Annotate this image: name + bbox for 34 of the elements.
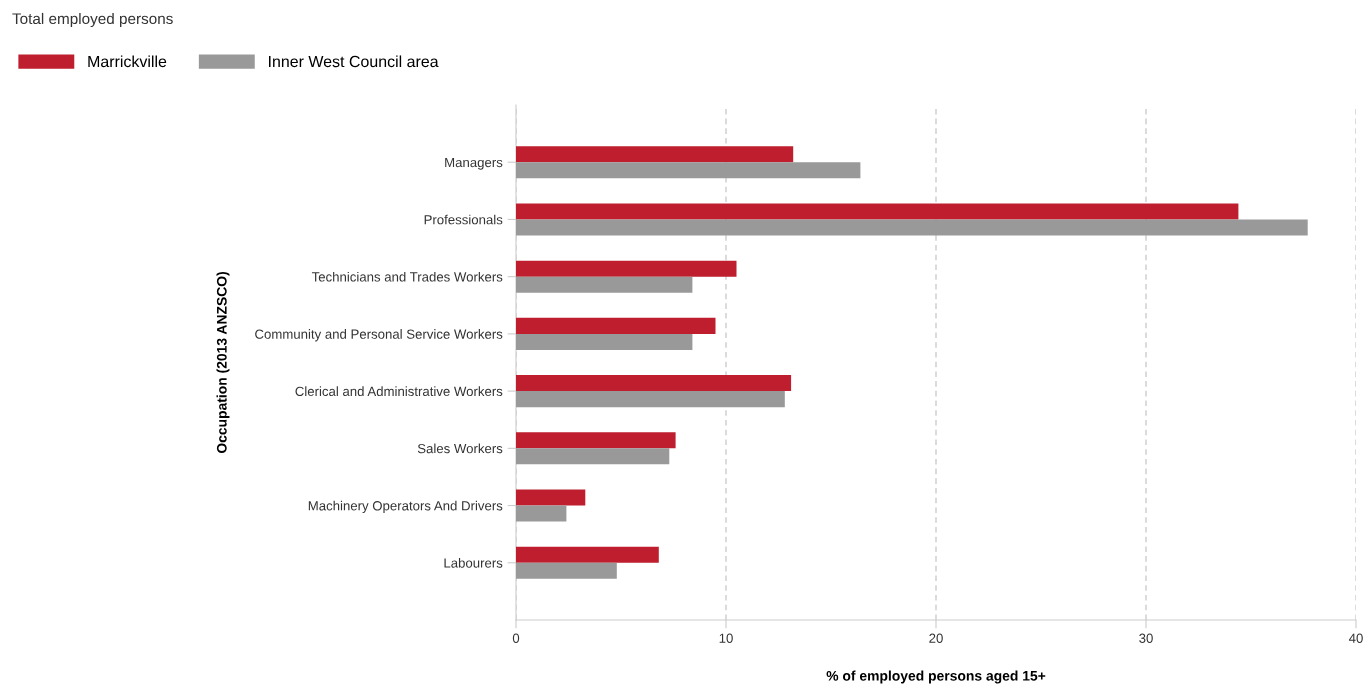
x-tick-label: 20	[929, 633, 943, 643]
bar	[516, 562, 617, 579]
x-tick-label: 0	[512, 633, 520, 643]
x-tick-label: 10	[719, 633, 733, 643]
x-tick-label: 40	[1348, 633, 1363, 643]
y-axis-title: Occupation (2013 ANZSCO)	[216, 271, 230, 454]
y-tick-label: Technicians and Trades Workers	[311, 271, 503, 282]
y-tick-label: Labourers	[444, 558, 503, 568]
bar	[516, 162, 861, 179]
y-tick-label: Sales Workers	[417, 443, 503, 454]
bar	[516, 546, 659, 563]
bar	[516, 489, 586, 506]
bar	[516, 276, 693, 293]
y-tick-label: Machinery Operators And Drivers	[308, 500, 503, 514]
y-tick-label: Professionals	[424, 214, 503, 225]
legend-label: Marrickville	[88, 55, 167, 68]
y-tick-label: Managers	[445, 157, 503, 170]
y-tick-label: Community and Personal Service Workers	[255, 329, 503, 342]
bar	[516, 333, 693, 350]
bar	[516, 448, 670, 465]
bar	[516, 203, 1239, 220]
bar	[516, 260, 737, 277]
bar	[516, 219, 1308, 236]
text: Total employed persons	[12, 12, 173, 28]
bar	[516, 432, 676, 449]
y-tick-label: Clerical and Administrative Workers	[295, 386, 503, 397]
bar	[516, 317, 716, 334]
bar	[516, 375, 792, 392]
bar	[516, 505, 567, 522]
x-axis-title: % of employed persons aged 15+	[826, 670, 1046, 684]
legend-label: Inner West Council area	[269, 55, 439, 68]
bar	[516, 391, 785, 408]
bar	[516, 146, 794, 163]
x-tick-label: 30	[1139, 633, 1153, 643]
